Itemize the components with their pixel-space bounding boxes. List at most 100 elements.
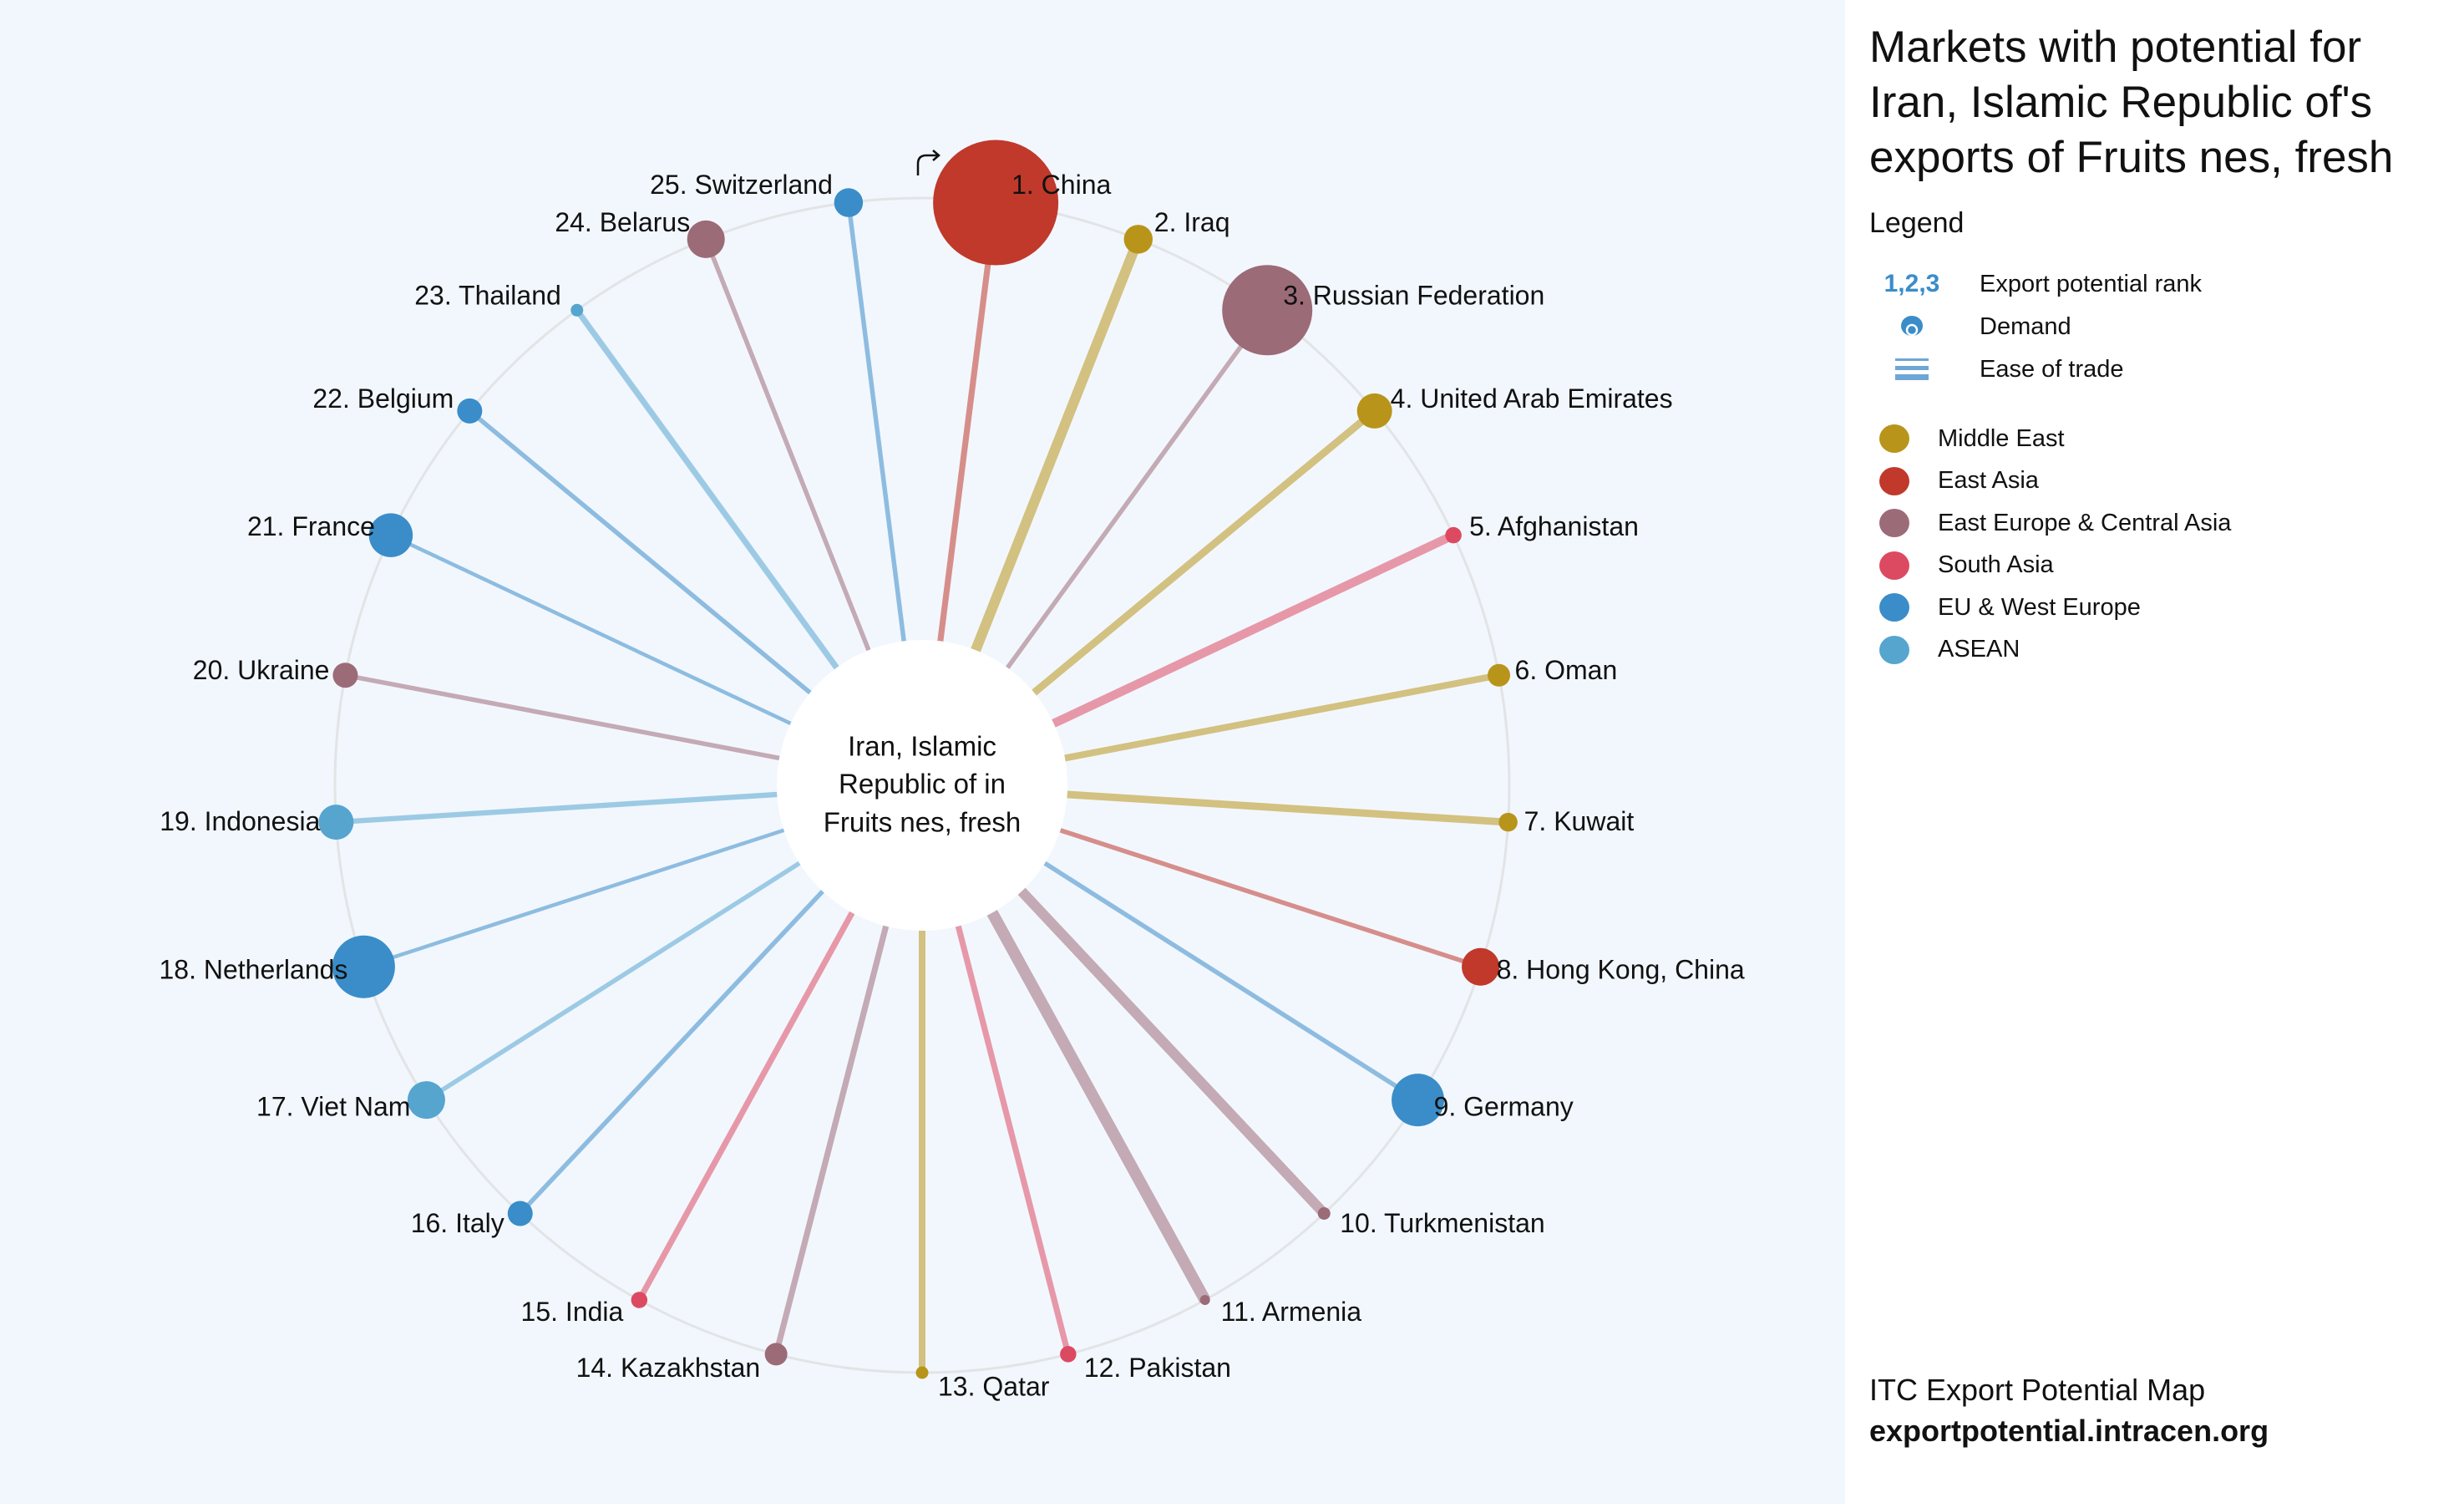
link-23 xyxy=(574,308,839,670)
market-node-19[interactable] xyxy=(318,805,354,840)
legend-label: Demand xyxy=(1980,312,2071,340)
radial-chart: 1. China 2. Iraq 3. Russian Federation 4. U… xyxy=(159,140,1745,1401)
market-node-21[interactable] xyxy=(368,513,413,557)
market-node-13[interactable] xyxy=(915,1366,929,1379)
region-color-dot xyxy=(1879,424,1909,453)
legend-region-4[interactable]: EU & West Europe xyxy=(1869,591,2141,624)
legend-region-3[interactable]: South Asia xyxy=(1869,549,2054,582)
market-node-25[interactable] xyxy=(834,188,864,217)
market-node-22[interactable] xyxy=(457,398,483,424)
link-25 xyxy=(846,202,906,642)
link-5 xyxy=(1052,531,1456,728)
market-node-9[interactable] xyxy=(1392,1074,1445,1127)
market-label-19[interactable]: 19. Indonesia xyxy=(160,806,320,836)
market-label-18[interactable]: 18. Netherlands xyxy=(159,955,347,985)
market-node-2[interactable] xyxy=(1123,225,1153,254)
market-node-15[interactable] xyxy=(631,1292,648,1308)
market-node-11[interactable] xyxy=(1199,1295,1210,1306)
center-node xyxy=(777,640,1067,931)
legend-region-5[interactable]: ASEAN xyxy=(1869,633,2020,667)
link-6 xyxy=(1064,672,1500,762)
market-node-20[interactable] xyxy=(332,663,358,688)
link-14 xyxy=(773,925,890,1355)
legend-item-ease-of-trade: Ease of trade xyxy=(1869,353,2124,386)
market-label-3[interactable]: 3. Russian Federation xyxy=(1283,280,1544,310)
link-16 xyxy=(518,889,824,1216)
region-label: South Asia xyxy=(1938,551,2054,578)
market-label-15[interactable]: 15. India xyxy=(521,1297,624,1327)
link-11 xyxy=(986,910,1210,1303)
region-label: EU & West Europe xyxy=(1938,593,2141,621)
market-node-17[interactable] xyxy=(407,1081,445,1120)
market-label-25[interactable]: 25. Switzerland xyxy=(650,170,833,200)
market-label-4[interactable]: 4. United Arab Emirates xyxy=(1391,383,1673,414)
market-node-23[interactable] xyxy=(570,303,584,317)
chart-title: Markets with potential for Iran, Islamic… xyxy=(1869,23,2394,182)
legend-panel: Markets with potential for Iran, Islamic… xyxy=(1845,0,2464,1504)
market-node-18[interactable] xyxy=(332,935,395,998)
market-node-1[interactable] xyxy=(933,140,1059,266)
market-node-10[interactable] xyxy=(1317,1206,1331,1220)
link-4 xyxy=(1032,408,1377,696)
link-22 xyxy=(468,409,812,695)
market-node-4[interactable] xyxy=(1356,393,1392,429)
market-node-16[interactable] xyxy=(507,1201,533,1226)
market-label-13[interactable]: 13. Qatar xyxy=(938,1371,1050,1401)
market-label-14[interactable]: 14. Kazakhstan xyxy=(576,1353,761,1383)
market-label-16[interactable]: 16. Italy xyxy=(411,1208,504,1238)
link-1 xyxy=(937,202,999,642)
link-9 xyxy=(1043,861,1420,1102)
legend-item-rank: 1,2,3 Export potential rank xyxy=(1869,267,2202,301)
market-node-5[interactable] xyxy=(1445,526,1462,544)
market-node-24[interactable] xyxy=(687,220,725,258)
link-12 xyxy=(955,925,1072,1355)
region-color-dot xyxy=(1879,466,1909,495)
market-label-24[interactable]: 24. Belarus xyxy=(555,207,690,237)
region-color-dot xyxy=(1879,509,1909,537)
market-label-20[interactable]: 20. Ukraine xyxy=(193,655,330,685)
link-2 xyxy=(971,237,1143,652)
market-label-12[interactable]: 12. Pakistan xyxy=(1084,1353,1231,1383)
region-label: ASEAN xyxy=(1938,636,2020,663)
market-node-8[interactable] xyxy=(1462,947,1500,986)
center-label-line-3: Fruits nes, fresh xyxy=(824,807,1022,838)
market-label-6[interactable]: 6. Oman xyxy=(1515,655,1618,685)
ease-of-trade-lines-icon xyxy=(1869,358,1954,380)
link-7 xyxy=(1067,790,1508,826)
region-label: East Asia xyxy=(1938,467,2039,494)
legend-region-1[interactable]: East Asia xyxy=(1869,465,2039,498)
market-label-7[interactable]: 7. Kuwait xyxy=(1524,806,1635,836)
market-node-14[interactable] xyxy=(764,1343,788,1366)
market-node-12[interactable] xyxy=(1060,1346,1077,1363)
market-label-2[interactable]: 2. Iraq xyxy=(1154,207,1230,237)
region-label: East Europe & Central Asia xyxy=(1938,509,2232,536)
link-10 xyxy=(1017,887,1328,1217)
footer-url[interactable]: exportpotential.intracen.org xyxy=(1869,1414,2269,1448)
market-node-6[interactable] xyxy=(1488,663,1511,687)
market-label-10[interactable]: 10. Turkmenistan xyxy=(1340,1208,1544,1238)
market-label-8[interactable]: 8. Hong Kong, China xyxy=(1497,955,1745,985)
legend-region-0[interactable]: Middle East xyxy=(1869,422,2065,455)
center-label-line-1: Iran, Islamic xyxy=(848,731,996,762)
market-node-7[interactable] xyxy=(1498,812,1518,832)
legend-label: Export potential rank xyxy=(1980,270,2202,297)
market-label-1[interactable]: 1. China xyxy=(1011,170,1111,200)
region-color-dot xyxy=(1879,635,1909,664)
link-20 xyxy=(344,673,780,761)
market-label-5[interactable]: 5. Afghanistan xyxy=(1469,511,1639,541)
legend-region-2[interactable]: East Europe & Central Asia xyxy=(1869,506,2231,540)
region-color-dot xyxy=(1879,551,1909,580)
link-18 xyxy=(363,828,785,969)
legend-heading: Legend xyxy=(1869,207,1965,239)
market-label-21[interactable]: 21. France xyxy=(247,511,375,541)
market-label-11[interactable]: 11. Armenia xyxy=(1221,1297,1362,1327)
market-label-23[interactable]: 23. Thailand xyxy=(414,280,561,310)
footer-title: ITC Export Potential Map xyxy=(1869,1373,2206,1407)
rotate-icon[interactable] xyxy=(916,150,940,175)
market-node-3[interactable] xyxy=(1222,265,1313,356)
region-label: Middle East xyxy=(1938,424,2065,452)
market-label-9[interactable]: 9. Germany xyxy=(1434,1091,1574,1121)
link-17 xyxy=(424,861,801,1102)
market-label-17[interactable]: 17. Viet Nam xyxy=(256,1091,410,1121)
market-label-22[interactable]: 22. Belgium xyxy=(312,383,454,414)
